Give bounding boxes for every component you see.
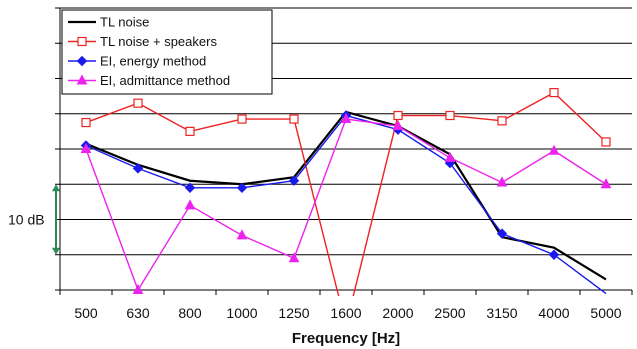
scale-bar: 10 dB: [8, 184, 60, 255]
legend-label: TL noise + speakers: [100, 34, 217, 49]
data-point: [289, 114, 299, 124]
data-point: [237, 114, 247, 124]
x-axis-title: Frequency [Hz]: [292, 330, 400, 347]
data-point: [497, 116, 507, 126]
x-tick-labels: 500 630 800 1000 1250 1600 2000 2500 3150 4000 500…: [74, 305, 621, 321]
data-point: [445, 110, 455, 121]
data-point: [496, 176, 508, 187]
data-point: [548, 249, 560, 260]
data-point: [77, 36, 87, 47]
data-point: [184, 199, 196, 210]
legend-label: EI, admittance method: [100, 73, 230, 88]
series-lines: [80, 87, 612, 296]
data-point: [288, 175, 300, 186]
data-point: [392, 120, 404, 131]
x-tick-label: 3150: [486, 305, 517, 321]
data-point: [340, 112, 352, 124]
data-point: [76, 74, 88, 85]
data-point: [549, 87, 559, 98]
data-point: [80, 142, 92, 153]
legend-item: EI, admittance method: [68, 73, 230, 88]
legend-item: TL noise: [68, 15, 149, 30]
x-tick-label: 2000: [382, 305, 413, 321]
data-point: [132, 283, 144, 294]
legend-box: [61, 9, 273, 95]
data-point: [601, 137, 611, 147]
data-point: [393, 110, 403, 121]
scale-bar-label: 10 dB: [8, 212, 45, 228]
data-point: [444, 151, 456, 162]
x-tick-label: 800: [178, 305, 202, 321]
legend-item: TL noise + speakers: [68, 34, 217, 49]
legend-item: EI, energy method: [68, 54, 206, 69]
x-tick-label: 5000: [590, 305, 621, 321]
plot-area: [55, 7, 633, 295]
series-2: [81, 87, 611, 296]
data-point: [288, 252, 300, 263]
data-point: [236, 229, 248, 240]
data-point: [548, 144, 560, 155]
series-line: [85, 118, 607, 292]
data-point: [184, 182, 196, 193]
series-4: [80, 112, 612, 294]
legend-label: EI, energy method: [100, 54, 206, 69]
scale-arrow-down-icon: [52, 247, 60, 255]
x-tick-label: 630: [126, 305, 150, 321]
series-3: [80, 110, 607, 295]
data-point: [185, 126, 195, 136]
series-line: [85, 91, 607, 296]
x-tick-label: 1000: [226, 305, 257, 321]
data-point: [132, 163, 144, 174]
data-point: [600, 178, 612, 189]
x-tick-label: 4000: [538, 305, 569, 321]
scale-arrow-up-icon: [52, 184, 60, 192]
data-point: [76, 55, 88, 67]
legend: TL noise TL noise + speakers EI, energy me…: [61, 9, 273, 95]
data-point: [133, 98, 143, 108]
x-tick-label: 1250: [278, 305, 309, 321]
x-tick-label: 1600: [330, 305, 361, 321]
data-point: [496, 228, 508, 239]
data-point: [236, 182, 248, 193]
legend-label: TL noise: [100, 15, 149, 30]
series-line: [85, 114, 607, 295]
x-tick-label: 500: [74, 305, 98, 321]
data-point: [81, 117, 91, 128]
x-tick-label: 2500: [434, 305, 465, 321]
